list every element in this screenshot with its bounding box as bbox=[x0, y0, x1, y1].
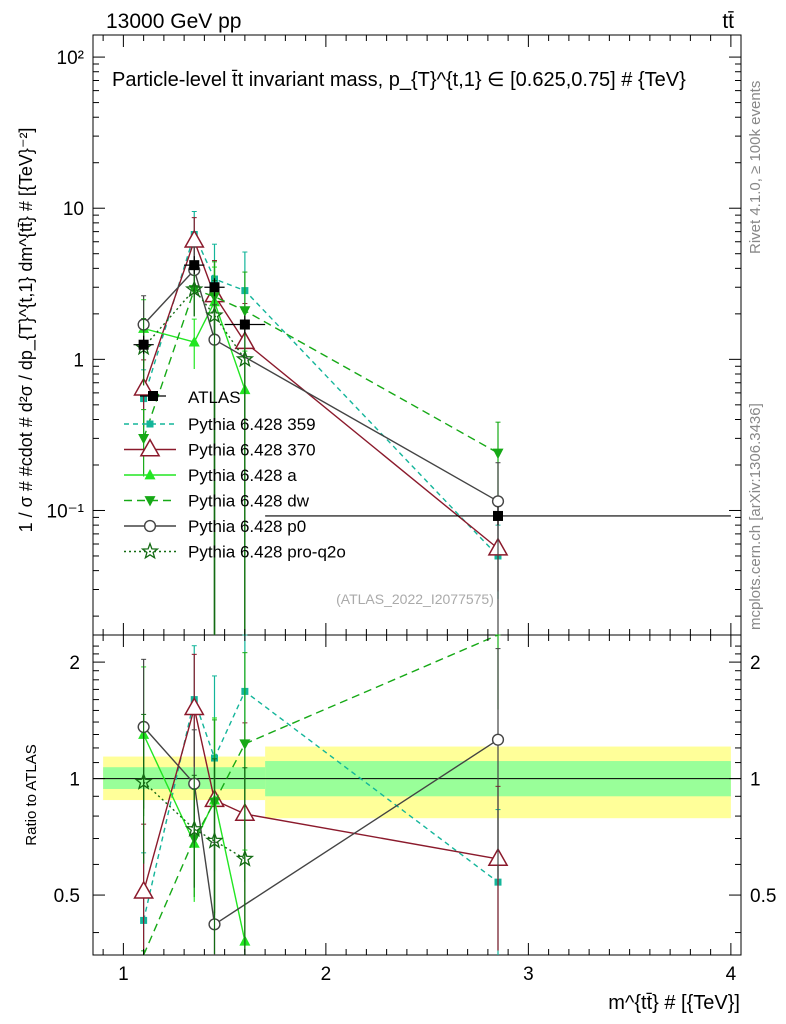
x-axis-label: m^{tt̄} # [{TeV}] bbox=[608, 992, 740, 1014]
series-line-pdw bbox=[142, 288, 499, 454]
ratio-point-p370-1 bbox=[183, 696, 205, 716]
process-label: tt̄ bbox=[722, 10, 734, 33]
legend-marker-p370 bbox=[139, 438, 161, 457]
data-point-0 bbox=[138, 339, 149, 350]
legend-label-atlas: ATLAS bbox=[188, 388, 241, 407]
ratio-line-pp0 bbox=[143, 726, 499, 926]
ratio-line-pdw bbox=[142, 634, 499, 956]
ratio-tick-label-right-1: 1 bbox=[750, 770, 761, 791]
ratio-line-pq2o bbox=[143, 781, 246, 860]
ratio-point-pq2o-1 bbox=[184, 819, 204, 838]
beam-label: 13000 GeV pp bbox=[106, 10, 241, 33]
legend-marker-pq2o bbox=[140, 541, 160, 560]
data-point-1 bbox=[189, 260, 200, 271]
data-point-4 bbox=[493, 510, 503, 521]
y-tick-label-3: 10² bbox=[57, 48, 84, 69]
legend-marker-p359 bbox=[146, 420, 154, 428]
legend: ATLAS Pythia 6.428 359 Pythia 6.428 370 Pyt… bbox=[124, 388, 346, 562]
legend-label-p370: Pythia 6.428 370 bbox=[188, 441, 316, 460]
ratio-tick-label-right-0: 0.5 bbox=[750, 886, 776, 907]
series-point-pdw-0 bbox=[138, 433, 150, 445]
series-point-pq2o-1 bbox=[185, 279, 204, 298]
ratio-point-pq2o-0 bbox=[134, 772, 153, 790]
series-point-p370-0 bbox=[133, 377, 155, 396]
series-line-pp0 bbox=[143, 268, 499, 502]
series-point-pp0-3 bbox=[491, 495, 505, 508]
ratio-point-pp0-3 bbox=[491, 733, 505, 746]
legend-label-pdw: Pythia 6.428 dw bbox=[188, 492, 310, 511]
x-tick-label-3: 4 bbox=[726, 964, 737, 985]
rivet-label: Rivet 4.1.0, ≥ 100k events bbox=[747, 81, 764, 254]
axis-ticks: 1 2 3 4 10⁻¹ 1 10 10² 0.5 0.5 1 1 2 2 bbox=[47, 35, 776, 985]
x-tick-label-0: 1 bbox=[118, 964, 129, 985]
ratio-tick-label-left-2: 2 bbox=[69, 653, 80, 674]
x-tick-label-2: 3 bbox=[523, 964, 534, 985]
series-point-pa-1 bbox=[188, 336, 200, 347]
ratio-plot-frame bbox=[92, 634, 742, 956]
ratio-point-pdw-3 bbox=[239, 739, 251, 750]
legend-label-pa: Pythia 6.428 a bbox=[188, 466, 297, 485]
ratio-point-p370-0 bbox=[133, 880, 155, 899]
y-tick-label-2: 10 bbox=[63, 199, 84, 220]
data-point-2 bbox=[209, 282, 220, 293]
mcplots-label: mcplots.cern.ch [arXiv:1306.3436] bbox=[747, 403, 764, 630]
series-point-pdw-3 bbox=[239, 306, 251, 317]
legend-label-p359: Pythia 6.428 359 bbox=[188, 415, 316, 434]
legend-marker-pdw bbox=[144, 496, 156, 507]
ratio-point-pq2o-2 bbox=[205, 831, 224, 849]
data-point-3 bbox=[239, 319, 250, 330]
series-point-pq2o-3 bbox=[235, 349, 255, 368]
x-tick-label-1: 2 bbox=[321, 964, 332, 985]
analysis-watermark: (ATLAS_2022_I2077575) bbox=[336, 591, 494, 607]
series-point-pq2o-2 bbox=[205, 305, 224, 324]
y-tick-label-0: 10⁻¹ bbox=[47, 501, 85, 522]
ratio-y-axis-label: Ratio to ATLAS bbox=[23, 744, 40, 845]
ratio-tick-label-left-0: 0.5 bbox=[54, 886, 80, 907]
ratio-tick-label-right-2: 2 bbox=[750, 653, 761, 674]
series-line-pq2o bbox=[143, 288, 246, 360]
legend-marker-pa bbox=[144, 468, 156, 480]
ratio-point-pq2o-3 bbox=[235, 849, 255, 867]
series-point-p370-1 bbox=[183, 229, 205, 248]
ratio-line-pa bbox=[142, 734, 246, 942]
y-tick-label-1: 1 bbox=[73, 350, 84, 371]
series-line-pa bbox=[143, 300, 246, 390]
ratio-series-layer bbox=[133, 634, 509, 956]
series-point-pdw-4 bbox=[492, 448, 504, 460]
legend-marker-pp0 bbox=[143, 519, 157, 533]
legend-label-pq2o: Pythia 6.428 pro-q2o bbox=[188, 543, 346, 562]
main-series-layer bbox=[133, 210, 731, 635]
legend-label-pp0: Pythia 6.428 p0 bbox=[188, 517, 306, 536]
chart-title: Particle-level t̄t invariant mass, p_{T}… bbox=[112, 69, 686, 91]
y-axis-label: 1 / σ # #cdot # d²σ / dp_{T}^{t,1} dm^{t… bbox=[16, 128, 37, 533]
ratio-tick-label-left-1: 1 bbox=[69, 770, 80, 791]
